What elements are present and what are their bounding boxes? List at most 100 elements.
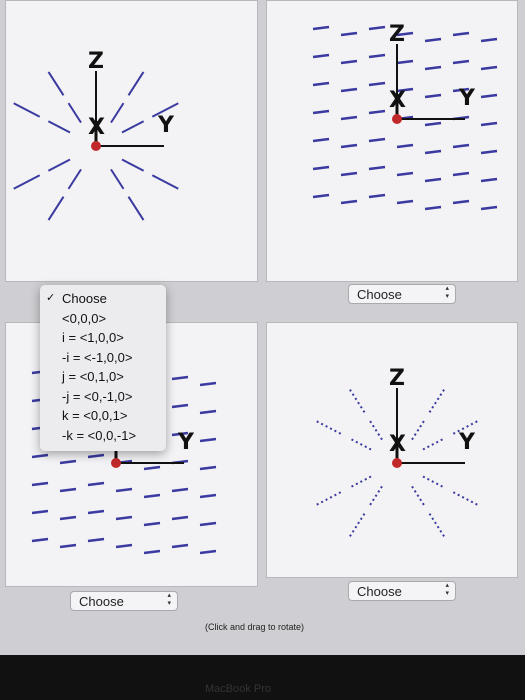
menu-option[interactable]: i = <1,0,0> [40,328,166,348]
field-vector [127,71,145,96]
field-vector [312,109,330,115]
field-vector [348,475,372,489]
field-vector [31,453,49,459]
field-plot: Z X Y [312,22,498,211]
field-vector [424,65,442,71]
field-vector [121,158,145,172]
field-vector [121,120,145,134]
field-vector [452,31,470,37]
field-vector [143,493,161,499]
field-vector [67,168,82,190]
vector-select[interactable]: Choose [348,284,456,304]
menu-option[interactable]: ✓ Choose [40,289,166,309]
field-vector [312,165,330,171]
field-vector [340,143,358,149]
field-vector [480,205,498,211]
option-text: Choose [62,291,107,306]
field-vector [396,199,414,205]
field-vector [31,481,49,487]
menu-option[interactable]: <0,0,0> [40,309,166,329]
field-vector [143,521,161,527]
field-vector [480,37,498,43]
field-vector [143,549,161,555]
field-vector [396,87,414,93]
field-vector [368,419,383,441]
field-vector [396,59,414,65]
field-vector [199,465,217,471]
field-vector [199,409,217,415]
field-panel[interactable]: Z X Y [266,0,518,282]
field-vector [480,121,498,127]
field-vector [314,419,342,435]
field-vector [452,143,470,149]
x-label: X [389,432,406,457]
field-vector [115,515,133,521]
field-vector [59,515,77,521]
field-vector [13,102,41,118]
origin [392,114,402,124]
field-vector [171,403,189,409]
field-vector [396,171,414,177]
origin [392,458,402,468]
x-label: X [389,88,406,113]
caption: (Click and drag to rotate) [205,622,305,632]
field-vector [348,513,366,538]
field-vector [87,453,105,459]
menu-option[interactable]: -j = <0,-1,0> [40,387,166,407]
field-vector [171,543,189,549]
field-vector [67,102,82,124]
vector-select[interactable]: Choose [70,591,178,611]
field-vector [368,109,386,115]
field-vector [368,193,386,199]
field-vector [87,537,105,543]
option-text: k = <0,0,1> [62,408,128,423]
field-vector [47,196,65,221]
field-vector [199,381,217,387]
z-label: Z [389,22,405,47]
field-vector [59,543,77,549]
field-vector [422,475,446,489]
option-text: -j = <0,-1,0> [62,388,133,404]
field-vector [312,81,330,87]
field-vector [396,31,414,37]
y-label: Y [177,430,195,455]
field-vector [424,177,442,183]
field-vector [199,437,217,443]
bezel-label: MacBook Pro [205,683,272,695]
field-vector [368,81,386,87]
field-vector [59,487,77,493]
field-vector [340,31,358,37]
checkmark: ✓ [46,292,56,304]
field-vector [47,158,71,172]
menu-option[interactable]: j = <0,1,0> [40,367,166,387]
field-vector [199,549,217,555]
option-text: -k = <0,0,-1> [62,427,137,443]
y-label: Y [458,86,476,111]
field-vector [422,437,446,451]
field-vector [340,59,358,65]
menu-option[interactable]: k = <0,0,1> [40,406,166,426]
field-vector [368,53,386,59]
field-vector [340,171,358,177]
field-panel[interactable]: Z X Y [266,322,518,578]
field-vector [348,388,366,413]
option-text: <0,0,0> [62,310,107,326]
field-vector [428,388,446,413]
field-vector [151,174,179,190]
menu-option[interactable]: -k = <0,0,-1> [40,426,166,446]
field-vector [110,168,125,190]
field-vector [13,174,41,190]
x-label: X [88,115,105,140]
field-plot: Z X Y [314,366,480,538]
field-vector [396,143,414,149]
field-vector [368,485,383,507]
field-vector [452,171,470,177]
field-vector [115,487,133,493]
field-vector [87,509,105,515]
field-panel[interactable]: Z X Y [5,0,258,282]
field-vector [312,137,330,143]
vector-select[interactable]: Choose [348,581,456,601]
menu-option[interactable]: -i = <-1,0,0> [40,348,166,368]
field-vector [368,137,386,143]
